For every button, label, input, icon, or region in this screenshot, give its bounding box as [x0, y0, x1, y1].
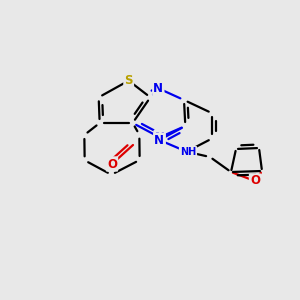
Text: S: S — [124, 74, 133, 87]
Text: N: N — [153, 82, 163, 95]
Text: N: N — [154, 134, 164, 146]
Text: N: N — [155, 131, 165, 144]
Text: NH: NH — [180, 147, 196, 157]
Text: O: O — [107, 158, 117, 170]
Text: O: O — [250, 175, 260, 188]
